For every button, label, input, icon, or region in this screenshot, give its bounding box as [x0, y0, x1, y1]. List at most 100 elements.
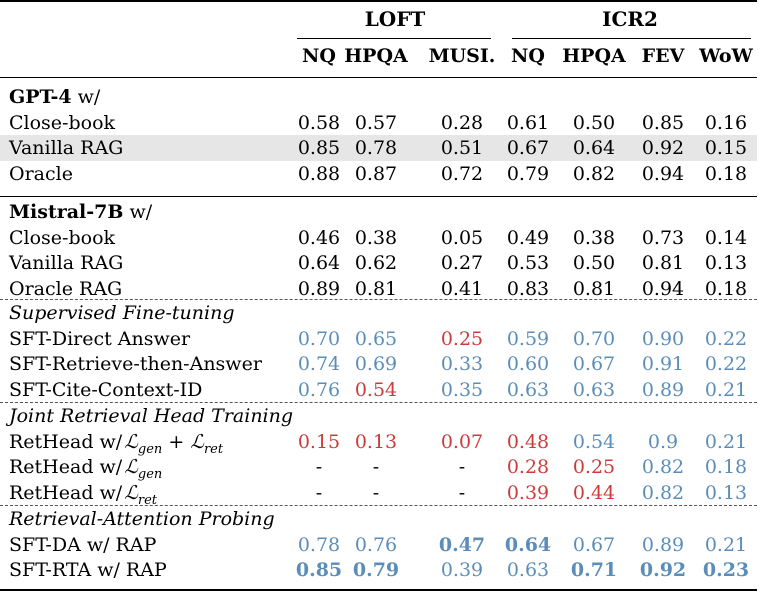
section-title: Mistral-7B w/: [9, 201, 152, 223]
row-label: SFT-Cite-Context-ID: [9, 379, 202, 401]
section-title: Retrieval-Attention Probing: [9, 508, 275, 530]
table-cell: 0.89: [297, 277, 341, 300]
section-divider: [0, 299, 757, 300]
section-title: Supervised Fine-tuning: [9, 302, 235, 324]
section-title-model: GPT-4: [9, 86, 72, 108]
table-cell: 0.49: [506, 226, 550, 249]
table-cell: 0.07: [440, 430, 484, 453]
column-header: FEV: [641, 45, 685, 67]
loss-term: ℒret: [124, 482, 157, 508]
table-cell: 0.25: [572, 456, 616, 479]
table-cell: 0.94: [641, 277, 685, 300]
row-label: SFT-DA w/ RAP: [9, 534, 156, 556]
row-label-text: RetHead w/: [9, 456, 123, 479]
table-cell: 0.79: [506, 162, 550, 185]
table-cell: 0.64: [504, 533, 552, 556]
header-rule: [0, 77, 757, 78]
table-cell: 0.63: [572, 378, 616, 401]
table-cell: 0.70: [572, 327, 616, 350]
table-cell: 0.67: [506, 137, 550, 160]
row-label-text: Vanilla RAG: [9, 252, 124, 275]
table-cell: 0.41: [440, 277, 484, 300]
row-label: Close-book: [9, 227, 115, 249]
table-cell: 0.13: [704, 252, 748, 275]
column-header: HPQA: [344, 45, 408, 67]
table-cell: 0.44: [572, 481, 616, 504]
table-cell: 0.05: [440, 226, 484, 249]
table-cell: 0.70: [297, 327, 341, 350]
table-cell: 0.64: [297, 252, 341, 275]
table-cell: 0.16: [704, 111, 748, 134]
table-cell: 0.47: [438, 533, 486, 556]
table-cell: 0.53: [506, 252, 550, 275]
loss-subscript: gen: [137, 441, 163, 457]
table-cell: 0.67: [572, 533, 616, 556]
column-header: WoW: [699, 45, 753, 67]
table-cell: 0.22: [704, 327, 748, 350]
loss-symbol: ℒ: [124, 456, 138, 479]
row-label: SFT-Direct Answer: [9, 328, 190, 350]
table-cell: 0.18: [704, 456, 748, 479]
table-cell: -: [315, 481, 323, 504]
group-header-icr2: ICR2: [602, 7, 658, 31]
table-cell: 0.15: [297, 430, 341, 453]
table-cell: 0.23: [702, 559, 750, 582]
row-label: RetHead w/ℒret: [9, 482, 157, 512]
column-header: HPQA: [562, 45, 626, 67]
table-cell: 0.13: [704, 481, 748, 504]
table-cell: 0.90: [641, 327, 685, 350]
loss-subscript: gen: [137, 466, 163, 482]
section-title-model: Mistral-7B: [9, 201, 124, 223]
table-cell: 0.92: [639, 559, 687, 582]
top-rule: [0, 0, 757, 2]
table-cell: 0.91: [641, 353, 685, 376]
row-label: Oracle RAG: [9, 278, 122, 300]
row-label-text: Close-book: [9, 226, 116, 249]
table-cell: 0.48: [506, 430, 550, 453]
table-cell: 0.63: [506, 378, 550, 401]
table-cell: 0.76: [297, 378, 341, 401]
table-cell: -: [458, 456, 466, 479]
row-label-text: SFT-Cite-Context-ID: [9, 378, 203, 401]
table-cell: 0.28: [440, 111, 484, 134]
row-highlight: [0, 135, 757, 162]
row-label-text: Oracle RAG: [9, 277, 123, 300]
loss-symbol: ℒ: [190, 430, 204, 453]
column-header: MUSI.: [428, 45, 496, 67]
table-cell: 0.21: [704, 378, 748, 401]
loss-symbol: ℒ: [124, 430, 138, 453]
table-cell: 0.61: [506, 111, 550, 134]
table-cell: 0.39: [506, 481, 550, 504]
table-cell: 0.67: [572, 353, 616, 376]
row-label: Vanilla RAG: [9, 252, 123, 274]
table-cell: 0.74: [297, 353, 341, 376]
table-cell: 0.54: [354, 378, 398, 401]
icr2-cmidrule: [512, 38, 751, 39]
table-cell: 0.65: [354, 327, 398, 350]
row-label-text: SFT-Retrieve-then-Answer: [9, 353, 262, 376]
table-cell: 0.82: [572, 162, 616, 185]
row-label-text: SFT-RTA w/ RAP: [9, 559, 167, 582]
table-cell: 0.83: [506, 277, 550, 300]
section-divider: [0, 402, 757, 403]
table-cell: 0.35: [440, 378, 484, 401]
table-cell: 0.85: [297, 137, 341, 160]
table-cell: 0.81: [572, 277, 616, 300]
section-title-suffix: w/: [123, 201, 153, 223]
table-cell: 0.81: [354, 277, 398, 300]
column-header: NQ: [302, 45, 336, 67]
row-label-text: Vanilla RAG: [9, 137, 124, 160]
section-title-suffix: w/: [71, 86, 101, 108]
section-divider: [0, 505, 757, 506]
table-cell: 0.51: [440, 137, 484, 160]
table-cell: 0.64: [572, 137, 616, 160]
table-cell: 0.73: [641, 226, 685, 249]
table-cell: 0.25: [440, 327, 484, 350]
table-cell: 0.94: [641, 162, 685, 185]
row-label-text: SFT-DA w/ RAP: [9, 533, 157, 556]
loss-term: ℒgen + ℒret: [124, 430, 223, 457]
section-title: GPT-4 w/: [9, 86, 100, 108]
table-cell: 0.82: [641, 456, 685, 479]
row-label-text: SFT-Direct Answer: [9, 327, 191, 350]
table-cell: 0.87: [354, 162, 398, 185]
